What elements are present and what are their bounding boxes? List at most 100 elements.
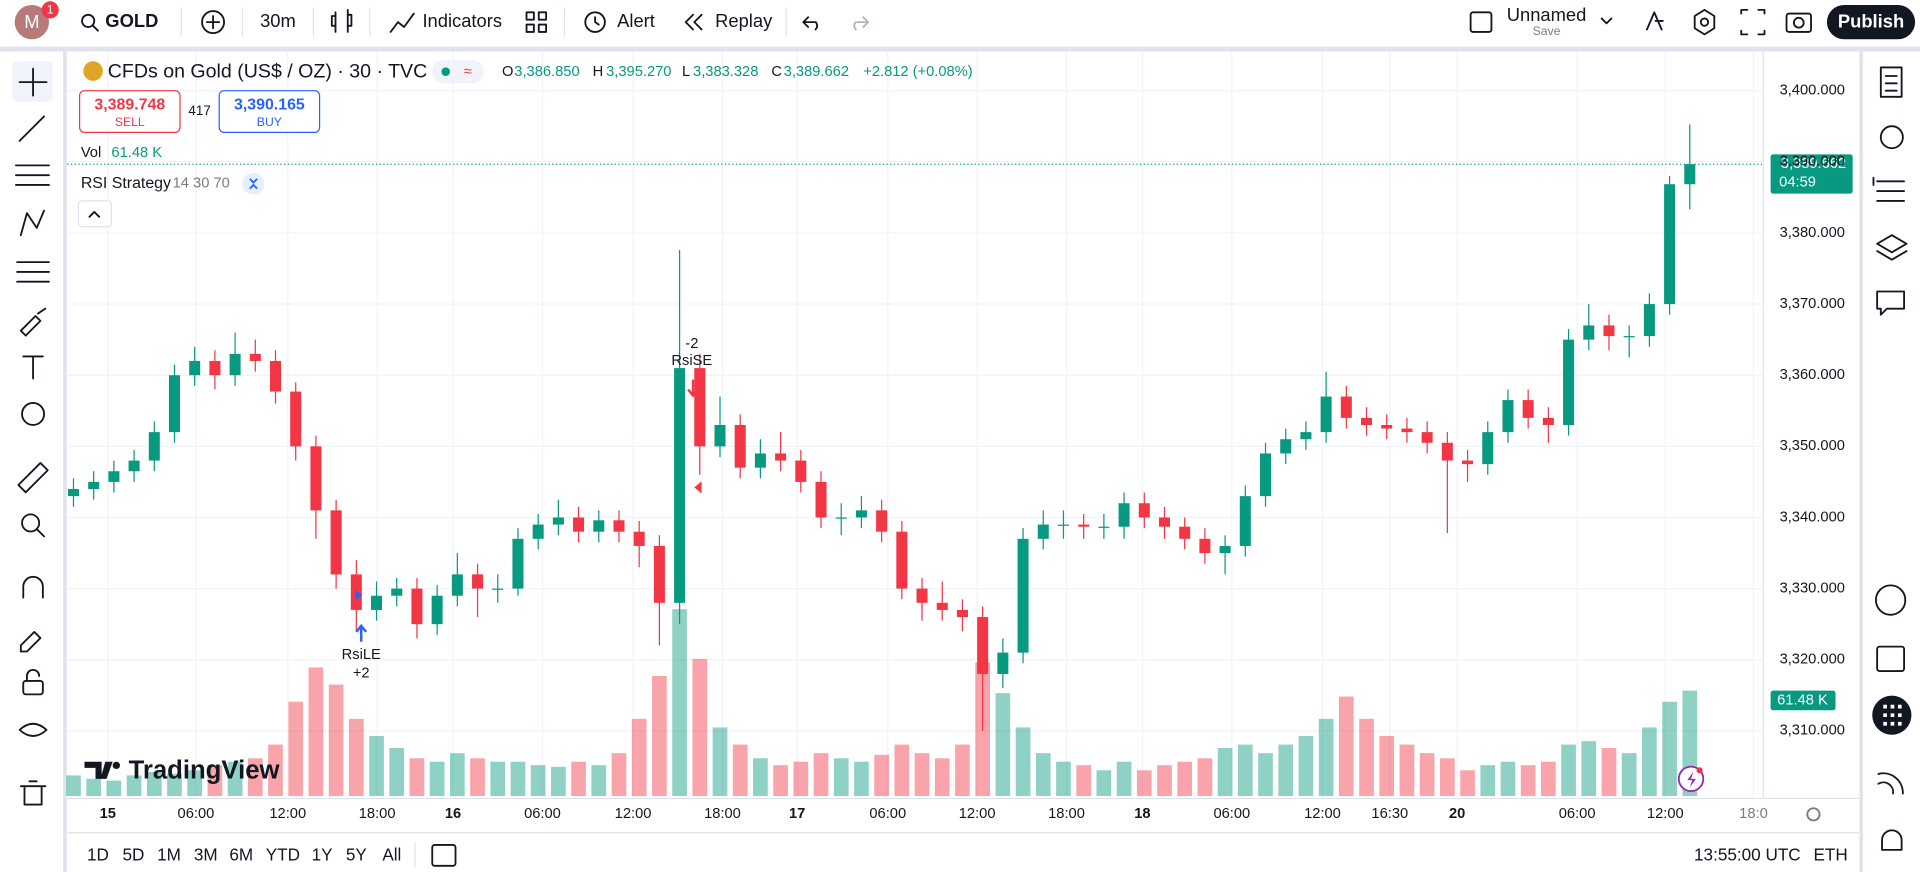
replay[interactable]: Replay xyxy=(715,10,773,31)
text-tool[interactable] xyxy=(22,355,44,380)
patterns[interactable] xyxy=(19,209,45,237)
chart-type[interactable] xyxy=(330,8,353,33)
go-to-date[interactable] xyxy=(431,844,457,867)
symbol[interactable]: GOLD xyxy=(105,10,158,31)
candle-body xyxy=(1179,526,1191,539)
range[interactable]: All xyxy=(382,845,401,865)
range[interactable]: 6M xyxy=(229,845,253,865)
volume-bar xyxy=(1359,718,1374,796)
volume-bar xyxy=(995,693,1011,796)
publish-button[interactable] xyxy=(1826,4,1916,40)
range[interactable]: 5Y xyxy=(346,845,368,865)
candle-body xyxy=(290,391,302,447)
candle-body xyxy=(330,510,342,575)
avatar[interactable] xyxy=(14,4,49,40)
layout-menu[interactable] xyxy=(1600,17,1613,25)
volume-bar xyxy=(1601,748,1617,796)
x-tick-label: 06:00 xyxy=(869,806,906,822)
volume-bar xyxy=(551,766,566,796)
x-tick-label: 12:00 xyxy=(615,806,652,822)
watchlist[interactable] xyxy=(1879,66,1903,98)
volume-bar xyxy=(389,748,405,796)
range[interactable]: 1M xyxy=(157,845,181,865)
x-tick-label: 18 xyxy=(1134,806,1150,822)
save[interactable]: Save xyxy=(1533,24,1561,38)
ohlc-label: H xyxy=(593,64,604,80)
volume-bar xyxy=(1298,736,1314,796)
x-tick-label: 06:00 xyxy=(524,806,561,822)
settings[interactable] xyxy=(1693,8,1716,36)
calendar[interactable] xyxy=(1876,645,1905,673)
candle-body xyxy=(1542,417,1554,425)
alerts[interactable] xyxy=(1879,125,1904,150)
candle-body xyxy=(1118,503,1130,527)
volume-bar xyxy=(1015,727,1031,796)
candle-body xyxy=(1037,524,1049,539)
study-name: RSI Strategy xyxy=(81,175,171,192)
undo[interactable] xyxy=(802,16,819,31)
lock[interactable] xyxy=(22,679,44,696)
streams[interactable] xyxy=(1877,772,1904,795)
data-window[interactable] xyxy=(1872,176,1905,202)
candle-body xyxy=(391,588,403,596)
redo[interactable] xyxy=(853,16,870,31)
y-tick-label: 3,310.000 xyxy=(1780,723,1845,739)
screenshot[interactable] xyxy=(1785,12,1812,33)
trend-line[interactable] xyxy=(18,115,45,142)
notifications[interactable] xyxy=(1881,829,1903,851)
axis-settings[interactable] xyxy=(1806,807,1821,822)
zoom[interactable] xyxy=(21,513,41,533)
buy-button[interactable] xyxy=(218,90,321,133)
volume-bar xyxy=(1076,765,1092,796)
ruler[interactable] xyxy=(17,462,49,494)
volume-bar xyxy=(1318,718,1334,796)
x-tick-label: 15 xyxy=(100,806,116,822)
volume-bar xyxy=(934,758,950,796)
range[interactable]: 1Y xyxy=(312,845,334,865)
emoji[interactable] xyxy=(21,402,45,426)
add-symbol[interactable] xyxy=(201,10,226,35)
volume-bar xyxy=(66,775,81,796)
volume-bar xyxy=(1520,765,1536,796)
brush[interactable] xyxy=(19,307,47,337)
layout-name[interactable]: Unnamed xyxy=(1507,4,1587,25)
volume-bar xyxy=(510,761,526,796)
quick-search[interactable] xyxy=(1646,11,1664,31)
magnet[interactable] xyxy=(22,575,44,599)
fullscreen[interactable] xyxy=(1740,8,1766,36)
tracker[interactable] xyxy=(1875,584,1907,616)
volume-bar xyxy=(874,754,889,796)
range[interactable]: 1D xyxy=(87,845,109,865)
layers[interactable] xyxy=(1876,234,1908,261)
hide[interactable] xyxy=(18,722,48,737)
candle-body xyxy=(674,368,686,603)
volume-bar xyxy=(1379,736,1395,796)
templates[interactable] xyxy=(525,11,548,33)
volume-bar xyxy=(207,765,223,796)
sell-button[interactable] xyxy=(78,90,181,133)
y-tick-label: 3,370.000 xyxy=(1780,296,1845,312)
clock[interactable]: 13:55:00 UTC xyxy=(1694,845,1801,865)
layout-icon[interactable] xyxy=(1469,11,1493,33)
fib-tools[interactable] xyxy=(15,164,50,186)
alert[interactable]: Alert xyxy=(617,10,655,31)
candle-body xyxy=(411,588,423,625)
interval[interactable]: 30m xyxy=(260,10,296,31)
chats[interactable] xyxy=(1876,290,1905,316)
trash[interactable] xyxy=(19,780,47,806)
candle-body xyxy=(1158,517,1170,527)
volume-bar xyxy=(86,778,102,796)
volume-bar xyxy=(1096,770,1112,796)
candle-body xyxy=(1603,325,1615,337)
session[interactable]: ETH xyxy=(1813,845,1847,865)
forecasting[interactable] xyxy=(16,261,50,283)
range[interactable]: 5D xyxy=(123,845,145,865)
range[interactable]: 3M xyxy=(194,845,218,865)
candle-body xyxy=(1563,339,1575,425)
candle-body xyxy=(997,652,1009,674)
range[interactable]: YTD xyxy=(266,845,300,865)
indicators[interactable]: Indicators xyxy=(422,10,502,31)
stay-drawing[interactable] xyxy=(19,631,42,653)
